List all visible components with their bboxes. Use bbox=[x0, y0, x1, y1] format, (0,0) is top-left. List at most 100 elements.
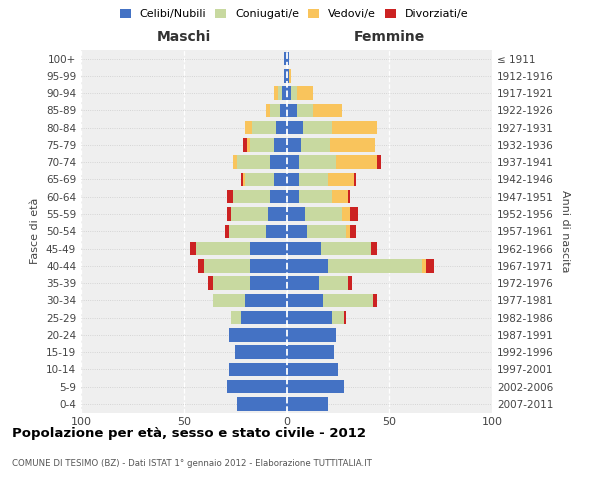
Bar bbox=[196, 242, 250, 255]
Bar bbox=[268, 208, 287, 220]
Bar bbox=[299, 156, 336, 169]
Bar bbox=[278, 86, 283, 100]
Bar bbox=[350, 224, 356, 238]
Bar bbox=[190, 242, 196, 255]
Bar bbox=[332, 311, 344, 324]
Bar bbox=[422, 259, 426, 272]
Bar bbox=[301, 138, 329, 151]
Bar bbox=[329, 138, 375, 151]
Bar bbox=[241, 311, 287, 324]
Bar bbox=[426, 259, 434, 272]
Bar bbox=[350, 208, 358, 220]
Bar bbox=[289, 69, 290, 82]
Bar bbox=[229, 224, 266, 238]
Bar bbox=[274, 138, 287, 151]
Bar bbox=[270, 190, 287, 203]
Bar bbox=[287, 397, 328, 410]
Bar bbox=[235, 346, 287, 359]
Bar bbox=[297, 104, 313, 117]
Bar bbox=[241, 172, 244, 186]
Bar bbox=[247, 138, 250, 151]
Bar bbox=[287, 242, 322, 255]
Bar bbox=[299, 172, 328, 186]
Bar bbox=[229, 362, 287, 376]
Bar bbox=[266, 224, 287, 238]
Bar bbox=[287, 362, 338, 376]
Bar bbox=[274, 172, 287, 186]
Bar bbox=[237, 397, 287, 410]
Bar bbox=[332, 190, 348, 203]
Bar bbox=[270, 156, 287, 169]
Bar bbox=[250, 138, 274, 151]
Bar bbox=[287, 172, 299, 186]
Bar bbox=[205, 259, 250, 272]
Bar bbox=[287, 86, 290, 100]
Bar bbox=[377, 156, 381, 169]
Bar bbox=[303, 121, 332, 134]
Bar bbox=[284, 52, 287, 66]
Bar bbox=[266, 104, 270, 117]
Bar bbox=[328, 259, 422, 272]
Bar bbox=[348, 276, 352, 290]
Bar bbox=[274, 86, 278, 100]
Bar bbox=[307, 224, 346, 238]
Bar bbox=[276, 121, 287, 134]
Bar bbox=[287, 156, 299, 169]
Bar bbox=[344, 311, 346, 324]
Bar bbox=[237, 156, 270, 169]
Bar bbox=[233, 190, 270, 203]
Text: Femmine: Femmine bbox=[353, 30, 425, 44]
Bar bbox=[287, 138, 301, 151]
Y-axis label: Fasce di età: Fasce di età bbox=[31, 198, 40, 264]
Bar bbox=[251, 121, 276, 134]
Bar bbox=[323, 294, 373, 307]
Bar bbox=[287, 121, 303, 134]
Bar bbox=[371, 242, 377, 255]
Bar bbox=[287, 52, 289, 66]
Bar bbox=[287, 346, 334, 359]
Bar bbox=[287, 259, 328, 272]
Bar bbox=[231, 311, 241, 324]
Bar bbox=[332, 121, 377, 134]
Bar bbox=[336, 156, 377, 169]
Bar bbox=[212, 294, 245, 307]
Bar bbox=[313, 104, 342, 117]
Bar bbox=[287, 69, 289, 82]
Bar bbox=[342, 208, 350, 220]
Bar bbox=[287, 328, 336, 342]
Bar bbox=[244, 172, 245, 186]
Bar bbox=[373, 294, 377, 307]
Text: Popolazione per età, sesso e stato civile - 2012: Popolazione per età, sesso e stato civil… bbox=[12, 428, 366, 440]
Bar bbox=[348, 190, 350, 203]
Bar bbox=[319, 276, 348, 290]
Bar bbox=[198, 259, 205, 272]
Bar bbox=[250, 259, 287, 272]
Bar bbox=[290, 86, 297, 100]
Bar bbox=[297, 86, 313, 100]
Bar bbox=[229, 328, 287, 342]
Bar bbox=[287, 224, 307, 238]
Bar bbox=[250, 242, 287, 255]
Legend: Celibi/Nubili, Coniugati/e, Vedovi/e, Divorziati/e: Celibi/Nubili, Coniugati/e, Vedovi/e, Di… bbox=[115, 4, 473, 24]
Bar bbox=[284, 69, 287, 82]
Bar bbox=[244, 138, 247, 151]
Y-axis label: Anni di nascita: Anni di nascita bbox=[560, 190, 570, 272]
Bar bbox=[245, 294, 287, 307]
Bar bbox=[208, 276, 212, 290]
Text: Maschi: Maschi bbox=[157, 30, 211, 44]
Bar bbox=[287, 190, 299, 203]
Bar bbox=[287, 104, 297, 117]
Bar bbox=[287, 294, 323, 307]
Bar bbox=[227, 208, 231, 220]
Bar bbox=[287, 380, 344, 394]
Bar bbox=[233, 156, 237, 169]
Bar bbox=[287, 276, 319, 290]
Bar bbox=[328, 172, 355, 186]
Bar bbox=[287, 311, 332, 324]
Bar bbox=[280, 104, 287, 117]
Bar bbox=[212, 276, 250, 290]
Bar bbox=[355, 172, 356, 186]
Bar bbox=[287, 208, 305, 220]
Bar bbox=[227, 190, 233, 203]
Bar bbox=[225, 224, 229, 238]
